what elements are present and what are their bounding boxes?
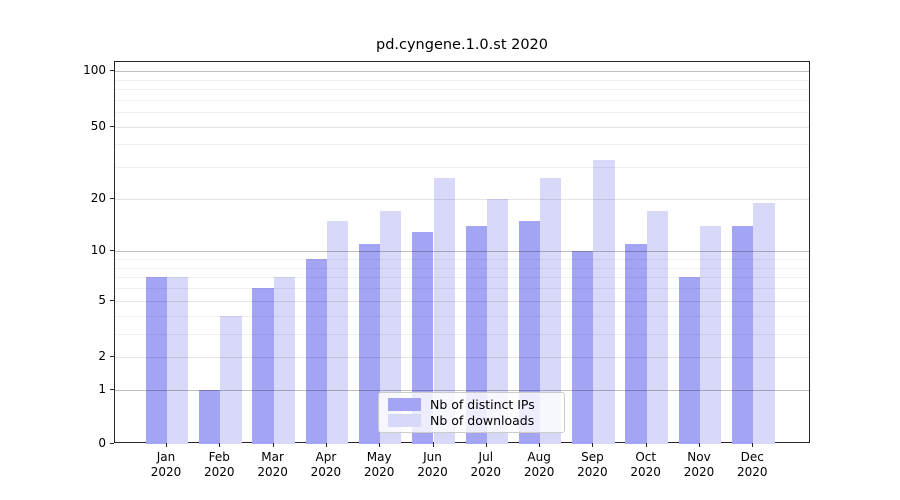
x-tick-apr	[325, 443, 327, 447]
x-tick-label-mar: Mar 2020	[257, 450, 288, 479]
gridline-y-90	[115, 79, 809, 81]
bar-downloads-mar	[273, 277, 295, 444]
x-tick-may	[379, 443, 381, 447]
bar-distinct-ips-may	[358, 244, 381, 444]
gridline-y-100	[115, 71, 809, 73]
bar-distinct-ips-feb	[199, 390, 221, 444]
legend-swatch-distinct-ips	[388, 398, 421, 412]
bar-distinct-ips-jun	[412, 231, 434, 444]
y-tick-label-0: 0	[98, 436, 106, 450]
y-tick-label-50: 50	[90, 118, 106, 133]
legend-swatch-downloads	[388, 413, 421, 427]
bar-downloads-dec	[753, 202, 775, 444]
bar-downloads-may	[380, 211, 402, 444]
x-tick-jun	[432, 443, 434, 447]
gridline-y-40	[115, 144, 809, 146]
y-tick-20	[110, 197, 114, 199]
gridline-y-10	[115, 251, 809, 253]
y-tick-label-100: 100	[83, 63, 106, 78]
legend-label-downloads: Nb of downloads	[430, 412, 535, 428]
bar-distinct-ips-jan	[145, 277, 167, 444]
bar-distinct-ips-mar	[252, 288, 274, 444]
x-tick-mar	[272, 443, 274, 447]
y-tick-100	[110, 70, 114, 72]
bar-distinct-ips-oct	[625, 244, 647, 444]
x-tick-label-apr: Apr 2020	[310, 450, 342, 479]
x-tick-nov	[699, 443, 700, 447]
x-tick-label-dec: Dec 2020	[737, 450, 768, 479]
gridline-y-5	[115, 300, 809, 302]
bars-layer	[115, 62, 809, 444]
x-tick-feb	[219, 443, 221, 447]
x-tick-aug	[539, 443, 541, 447]
x-tick-label-sep: Sep 2020	[577, 450, 608, 479]
x-tick-oct	[645, 443, 647, 447]
y-tick-label-20: 20	[90, 190, 106, 205]
x-tick-label-nov: Nov 2020	[683, 450, 715, 479]
x-tick-label-jul: Jul 2020	[470, 450, 502, 479]
x-tick-jul	[485, 443, 487, 447]
y-tick-5	[110, 299, 114, 301]
bar-downloads-feb	[220, 315, 242, 444]
bar-distinct-ips-nov	[678, 277, 700, 444]
bar-distinct-ips-sep	[572, 251, 594, 444]
bar-downloads-sep	[593, 159, 615, 444]
bar-downloads-apr	[326, 220, 349, 444]
bar-downloads-jan	[167, 277, 189, 444]
bar-distinct-ips-apr	[305, 259, 327, 444]
x-tick-label-jan: Jan 2020	[150, 450, 182, 479]
y-tick-label-10: 10	[90, 243, 106, 258]
gridline-y-60	[115, 112, 809, 114]
grid-layer	[115, 62, 809, 442]
y-tick-label-1: 1	[98, 382, 106, 397]
legend-item-downloads: Nb of downloads	[388, 413, 555, 428]
legend-label-distinct-ips: Nb of distinct IPs	[430, 397, 535, 413]
x-tick-sep	[592, 443, 594, 447]
legend: Nb of distinct IPs Nb of downloads	[378, 392, 565, 433]
bar-distinct-ips-aug	[518, 220, 541, 444]
gridline-y-70	[115, 99, 809, 101]
x-tick-label-jun: Jun 2020	[417, 450, 448, 479]
gridline-y-6	[115, 288, 809, 290]
legend-item-distinct-ips: Nb of distinct IPs	[388, 397, 555, 412]
plot-area	[114, 61, 810, 444]
gridline-y-2	[115, 357, 809, 359]
y-tick-50	[110, 125, 114, 127]
bar-downloads-aug	[540, 178, 562, 444]
y-tick-1	[110, 389, 114, 391]
x-tick-jan	[166, 443, 167, 447]
gridline-y-9	[115, 259, 809, 261]
gridline-y-30	[115, 167, 809, 169]
bar-distinct-ips-dec	[732, 226, 754, 444]
x-tick-label-feb: Feb 2020	[204, 450, 235, 479]
bar-downloads-nov	[700, 226, 722, 444]
y-tick-label-2: 2	[98, 349, 106, 364]
bar-downloads-jun	[433, 178, 455, 444]
y-tick-10	[110, 250, 114, 252]
gridline-y-20	[115, 198, 809, 200]
bar-downloads-oct	[646, 211, 668, 444]
gridline-y-1	[115, 390, 809, 392]
bar-downloads-jul	[486, 198, 509, 444]
gridline-y-4	[115, 315, 809, 317]
gridline-y-8	[115, 267, 809, 269]
bar-distinct-ips-jul	[465, 226, 487, 444]
gridline-y-80	[115, 88, 809, 90]
x-tick-dec	[752, 443, 754, 447]
y-tick-2	[110, 356, 114, 358]
y-tick-0	[110, 443, 114, 444]
gridline-y-3	[115, 333, 809, 335]
y-tick-label-5: 5	[98, 292, 106, 307]
x-tick-label-oct: Oct 2020	[630, 450, 661, 479]
x-tick-label-may: May 2020	[363, 450, 395, 479]
chart-title: pd.cyngene.1.0.st 2020	[375, 37, 549, 53]
gridline-y-7	[115, 277, 809, 279]
x-tick-label-aug: Aug 2020	[523, 450, 555, 479]
gridline-y-50	[115, 126, 809, 128]
